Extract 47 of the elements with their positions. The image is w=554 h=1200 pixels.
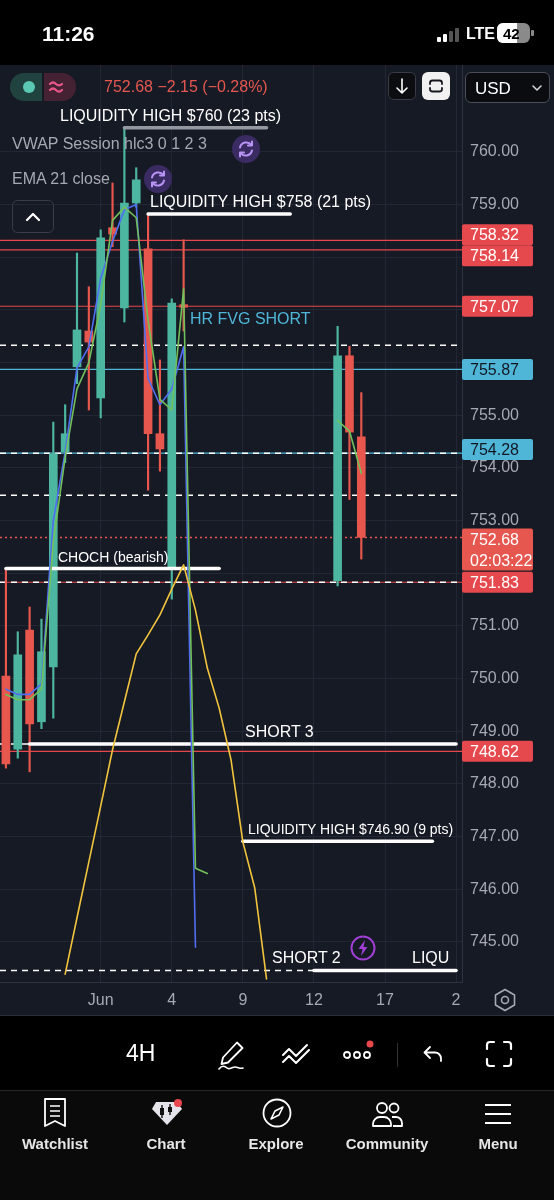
text: 4H — [126, 1040, 156, 1066]
ref-line-label: 757.07 — [470, 297, 520, 315]
y-tick-label: 746.00 — [470, 879, 520, 897]
text: Community — [345, 1135, 429, 1152]
x-tick-label: 4 — [167, 991, 177, 1009]
annotation: 752.68 −2.15 (−0.28%) — [104, 78, 268, 95]
x-tick-label: 12 — [305, 991, 323, 1009]
series-label: LIQUIDITY HIGH $760 (23 pts) — [60, 106, 282, 124]
text: Explore — [248, 1135, 304, 1152]
text: Menu — [478, 1135, 518, 1152]
y-tick-label: 749.00 — [470, 721, 520, 739]
text: Watchlist — [21, 1135, 89, 1152]
series-label: LIQUIDITY HIGH $758 (21 pts) — [150, 193, 372, 211]
ref-line-label: 752.68 02:03:22 — [470, 530, 533, 569]
ref-line-label: 755.87 — [470, 360, 520, 378]
series-label: SHORT 3 — [245, 722, 314, 740]
text: Chart — [146, 1135, 186, 1152]
x-tick-label: 17 — [376, 991, 394, 1009]
series-label: CHOCH (bearish) — [58, 548, 169, 565]
y-tick-label: 745.00 — [470, 932, 520, 950]
y-tick-label: 751.00 — [470, 616, 520, 634]
text: 42 — [503, 25, 520, 42]
annotation: VWAP Session hlc3 0 1 2 3 — [12, 135, 207, 152]
y-tick-label: 753.00 — [470, 511, 520, 529]
ref-line-label: 748.62 — [470, 742, 520, 760]
y-tick-label: 747.00 — [470, 827, 520, 845]
x-tick-label: 2 — [451, 991, 461, 1009]
ref-line-label: 758.14 — [470, 247, 520, 265]
text: LTE — [466, 25, 496, 42]
y-tick-label: 760.00 — [470, 142, 520, 160]
annotation: HR FVG SHORT — [190, 310, 311, 327]
ref-line-label: 751.83 — [470, 573, 520, 591]
series-label: LIQU — [412, 949, 450, 967]
y-tick-label: 759.00 — [470, 194, 520, 212]
annotation: EMA 21 close — [12, 170, 110, 187]
y-tick-label: 754.00 — [470, 458, 520, 476]
y-tick-label: 748.00 — [470, 774, 520, 792]
y-tick-label: 750.00 — [470, 669, 520, 687]
series-label: LIQUIDITY HIGH $746.90 (9 pts) — [248, 821, 454, 838]
text: USD — [475, 79, 511, 98]
x-tick-label: Jun — [87, 991, 114, 1009]
ref-line-label: 758.32 — [470, 226, 520, 244]
x-tick-label: 9 — [238, 991, 248, 1009]
text: 11:26 — [42, 22, 95, 45]
annotation: SHORT 2 — [272, 949, 341, 967]
ref-line-label: 754.28 — [470, 440, 520, 458]
y-tick-label: 755.00 — [470, 405, 520, 423]
